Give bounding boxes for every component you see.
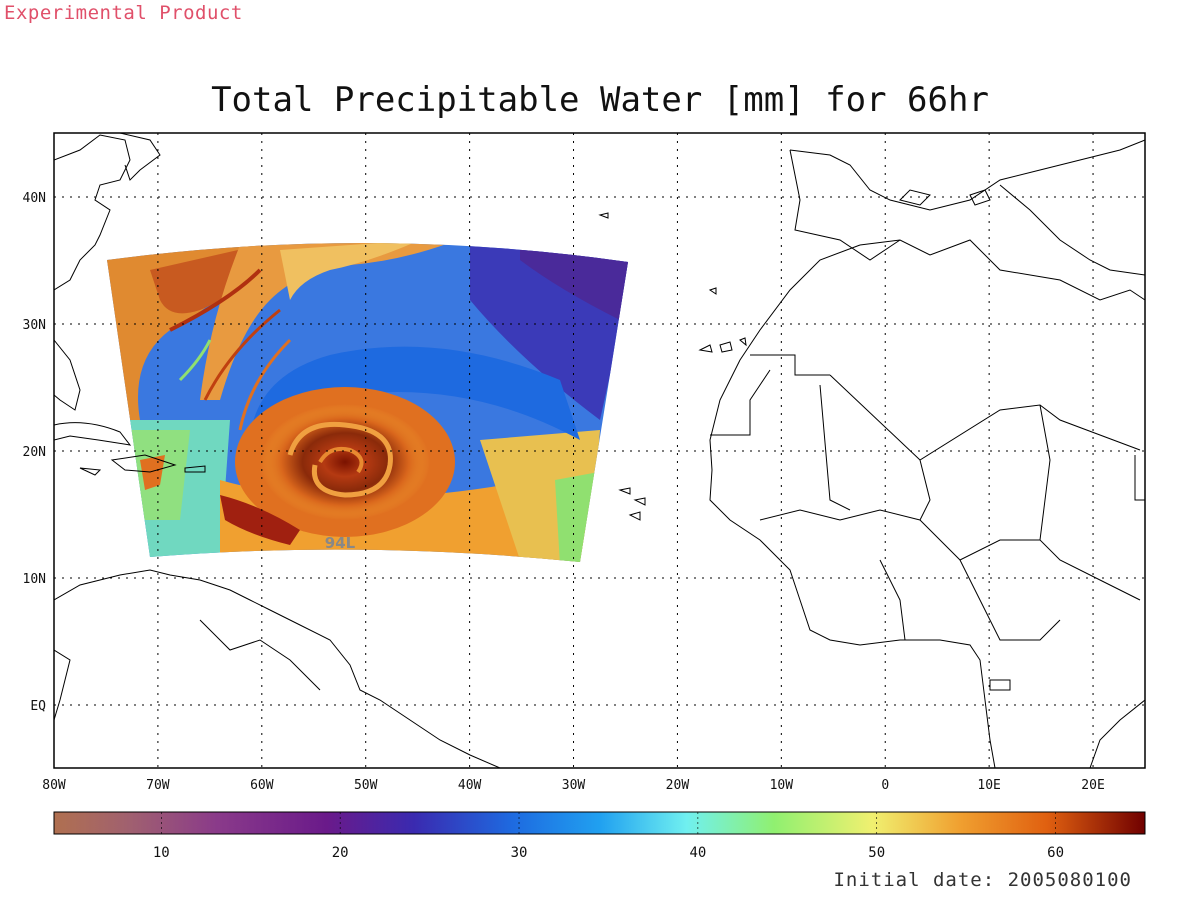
- coastlines: [54, 133, 1145, 768]
- latitude-label: 20N: [23, 445, 46, 460]
- colorbar-tick-label: 50: [868, 845, 885, 861]
- longitude-labels: 80W 70W 60W 50W 40W 30W 20W 10W 0 10E 20E: [42, 778, 1105, 793]
- colorbar-tick-label: 30: [511, 845, 528, 861]
- colorbar-tick-label: 60: [1047, 845, 1064, 861]
- latitude-labels: 40N 30N 20N 10N EQ: [23, 191, 47, 714]
- longitude-label: 50W: [354, 778, 378, 793]
- precip-field: [107, 242, 628, 562]
- colorbar-tick-label: 40: [689, 845, 706, 861]
- longitude-label: 80W: [42, 778, 66, 793]
- latitude-label: 30N: [23, 318, 46, 333]
- longitude-label: 30W: [562, 778, 586, 793]
- initial-date: Initial date: 2005080100: [833, 869, 1132, 891]
- graticule: [54, 133, 1145, 768]
- longitude-label: 10W: [770, 778, 794, 793]
- map-frame: [53, 132, 1146, 769]
- colorbar: [53, 811, 1146, 835]
- map-title: Total Precipitable Water [mm] for 66hr: [211, 80, 989, 120]
- latitude-label: 10N: [23, 572, 46, 587]
- longitude-label: 0: [881, 778, 889, 793]
- colorbar-ticks: 10 20 30 40 50 60: [153, 812, 1064, 861]
- latitude-label: EQ: [30, 699, 46, 714]
- longitude-label: 20E: [1081, 778, 1104, 793]
- storm-label: 94L: [325, 534, 356, 552]
- longitude-label: 70W: [146, 778, 170, 793]
- colorbar-tick-label: 20: [332, 845, 349, 861]
- latitude-label: 40N: [23, 191, 46, 206]
- product-label: Experimental Product: [4, 2, 243, 24]
- longitude-label: 10E: [977, 778, 1000, 793]
- longitude-label: 40W: [458, 778, 482, 793]
- longitude-label: 60W: [250, 778, 274, 793]
- longitude-label: 20W: [666, 778, 690, 793]
- colorbar-tick-label: 10: [153, 845, 170, 861]
